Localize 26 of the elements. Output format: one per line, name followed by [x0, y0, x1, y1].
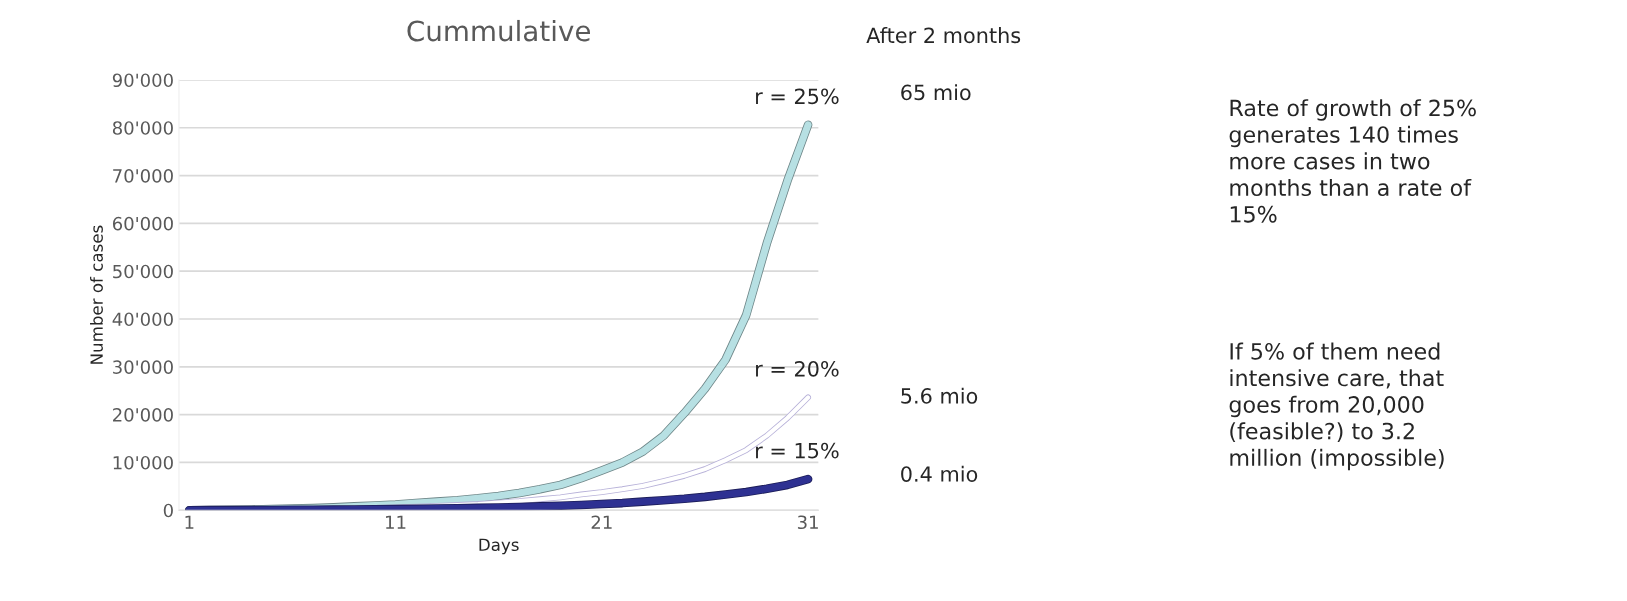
series-label: r = 25%: [756, 88, 839, 105]
y-tick-label: 20'000: [113, 408, 173, 422]
x-tick-label: 21: [591, 515, 612, 529]
y-axis-title: Number of cases: [90, 225, 103, 364]
y-tick-label: 60'000: [112, 216, 173, 231]
x-axis-title: Days: [479, 538, 519, 555]
x-tick-label: 1: [185, 515, 194, 529]
x-tick-label: 31: [797, 515, 818, 530]
chart-title: Cummulative: [407, 19, 590, 42]
y-tick-label: 30'000: [113, 360, 173, 374]
y-tick-label: 50'000: [113, 264, 173, 279]
text: If 5% of them need intensive care, that goes from 20,000 (feasible?) to 3.2 million (impossible): [1229, 342, 1444, 471]
y-tick-label: 70'000: [113, 169, 173, 183]
y-tick-label: 90'000: [112, 73, 173, 88]
y-tick-label: 80'000: [112, 121, 173, 135]
series-label: r = 20%: [756, 360, 839, 377]
y-tick-label: 40'000: [112, 312, 173, 327]
text: 0.4 mio: [901, 465, 978, 482]
text: After 2 months: [866, 27, 1021, 44]
text: Rate of growth of 25% generates 140 times more cases in two months than a rate of 15%: [1229, 99, 1476, 223]
text: 65 mio: [901, 84, 971, 101]
x-tick-label: 11: [386, 515, 406, 529]
y-tick-label: 10'000: [113, 455, 173, 470]
series-label: r = 15%: [756, 442, 839, 459]
text: 5.6 mio: [901, 387, 978, 404]
y-tick-label: 0: [163, 503, 173, 518]
